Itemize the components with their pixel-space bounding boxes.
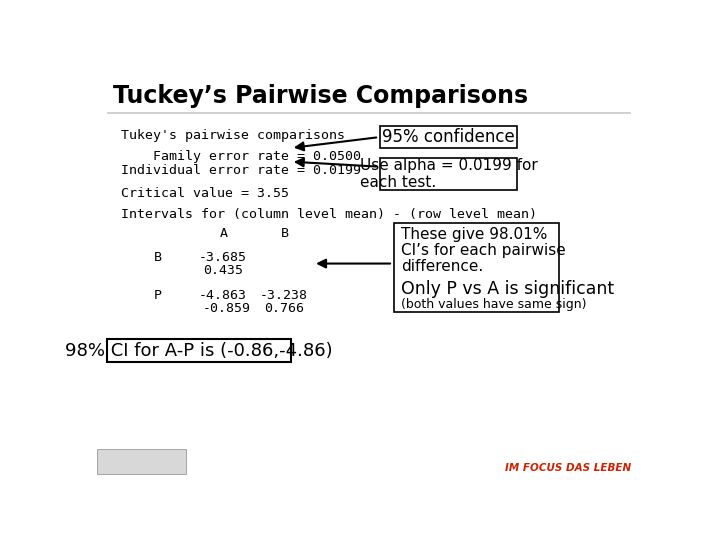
Text: Individual error rate = 0.0199: Individual error rate = 0.0199 [121, 164, 361, 177]
Bar [380, 158, 517, 190]
Text: Critical value = 3.55: Critical value = 3.55 [121, 187, 289, 200]
Text: A: A [220, 227, 228, 240]
Text: 0.435: 0.435 [203, 265, 243, 278]
Text: Family error rate = 0.0500: Family error rate = 0.0500 [121, 150, 361, 163]
Bar [380, 126, 517, 148]
Text: -0.859: -0.859 [203, 302, 251, 315]
Text: difference.: difference. [401, 259, 483, 274]
Text: 95% confidence: 95% confidence [382, 128, 515, 146]
Text: These give 98.01%: These give 98.01% [401, 227, 547, 242]
Text: Tuckey’s Pairwise Comparisons: Tuckey’s Pairwise Comparisons [114, 84, 528, 107]
Text: B: B [281, 227, 289, 240]
Bar [96, 449, 186, 474]
Text: Use alpha = 0.0199 for
each test.: Use alpha = 0.0199 for each test. [360, 158, 537, 190]
Text: IM FOCUS DAS LEBEN: IM FOCUS DAS LEBEN [505, 463, 631, 473]
Text: (both values have same sign): (both values have same sign) [401, 298, 586, 310]
Bar [107, 339, 291, 362]
Bar [394, 223, 559, 312]
Text: 98% CI for A-P is (-0.86,-4.86): 98% CI for A-P is (-0.86,-4.86) [65, 342, 333, 360]
Text: B: B [154, 251, 162, 264]
Text: -3.685: -3.685 [199, 251, 247, 264]
Text: P: P [154, 288, 162, 301]
Text: CI’s for each pairwise: CI’s for each pairwise [401, 243, 565, 258]
Text: Tukey's pairwise comparisons: Tukey's pairwise comparisons [121, 129, 345, 142]
Text: Intervals for (column level mean) - (row level mean): Intervals for (column level mean) - (row… [121, 208, 536, 221]
Text: -3.238: -3.238 [260, 288, 308, 301]
Text: Only P vs A is significant: Only P vs A is significant [401, 280, 614, 298]
Text: -4.863: -4.863 [199, 288, 247, 301]
Text: 0.766: 0.766 [264, 302, 304, 315]
